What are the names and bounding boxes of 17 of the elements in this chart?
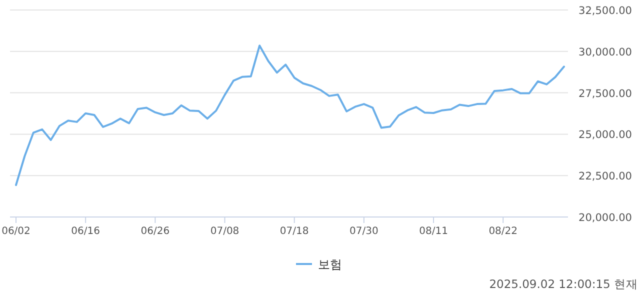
x-tick-label: 06/26 — [140, 226, 170, 237]
legend-label: 보험 — [318, 258, 342, 272]
x-tick-label: 08/22 — [488, 226, 518, 237]
y-tick-label: 27,500.00 — [578, 88, 632, 100]
y-tick-label: 20,000.00 — [578, 212, 632, 224]
text: 2025.09.02 12:00:15 현재 — [489, 277, 638, 291]
x-tick-label: 07/30 — [350, 226, 378, 237]
x-tick-label: 06/02 — [2, 226, 30, 237]
x-tick-label: 08/11 — [419, 226, 448, 237]
x-tick-label: 06/16 — [71, 226, 100, 237]
y-tick-label: 25,000.00 — [578, 129, 632, 142]
line-series — [15, 44, 565, 186]
y-tick-label: 22,500.00 — [578, 170, 632, 183]
x-tick-label: 07/08 — [210, 226, 240, 237]
y-tick-label: 30,000.00 — [578, 46, 632, 58]
y-tick-label: 32,500.00 — [578, 5, 632, 17]
x-tick-label: 07/18 — [280, 226, 309, 237]
